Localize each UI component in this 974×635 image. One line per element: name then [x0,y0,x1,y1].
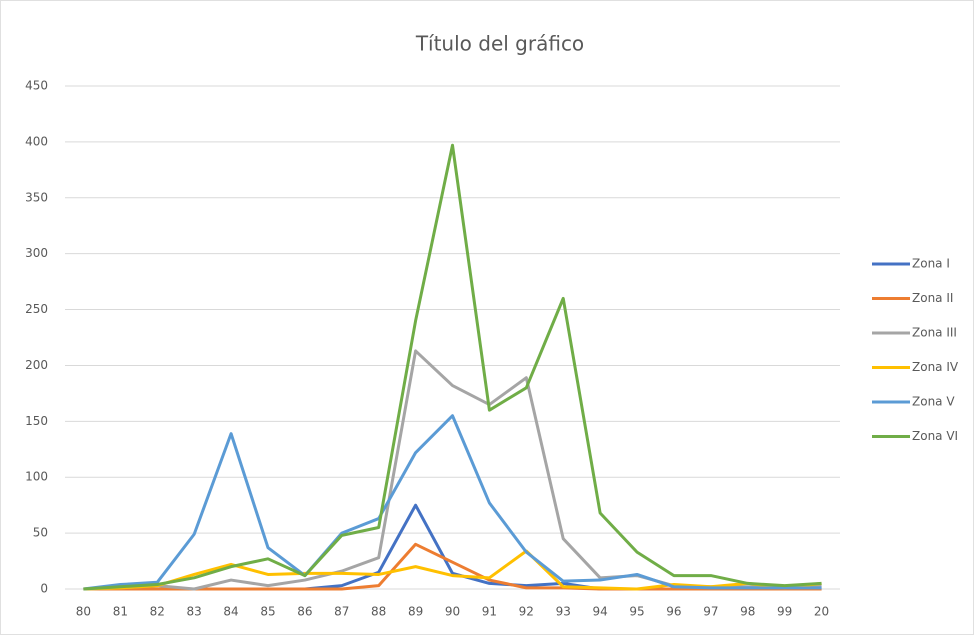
legend-label: Zona V [912,395,955,409]
legend-label: Zona IV [912,360,959,374]
legend-label: Zona III [912,326,957,340]
x-tick-label: 91 [482,605,497,619]
chart-title: Título del gráfico [415,32,584,56]
x-tick-label: 20 [814,605,829,619]
y-tick-label: 250 [25,302,48,316]
x-tick-label: 98 [740,605,755,619]
x-tick-label: 89 [408,605,423,619]
y-tick-label: 100 [25,470,48,484]
y-tick-label: 300 [25,246,48,260]
x-tick-label: 87 [334,605,349,619]
x-tick-label: 85 [260,605,275,619]
x-tick-label: 97 [703,605,718,619]
legend-label: Zona VI [912,429,958,443]
x-tick-label: 96 [666,605,681,619]
series-line [83,143,822,591]
x-tick-label: 92 [519,605,534,619]
x-tick-label: 86 [297,605,312,619]
y-tick-label: 200 [25,358,48,372]
x-tick-label: 82 [150,605,165,619]
x-tick-label: 81 [113,605,128,619]
x-tick-label: 83 [187,605,202,619]
legend-label: Zona II [912,291,953,305]
x-tick-label: 90 [445,605,460,619]
y-tick-label: 150 [25,414,48,428]
y-tick-label: 400 [25,134,48,148]
x-tick-label: 84 [223,605,238,619]
x-tick-label: 99 [777,605,792,619]
x-tick-label: 93 [556,605,571,619]
y-tick-label: 450 [25,79,48,93]
x-tick-label: 95 [629,605,644,619]
y-tick-label: 0 [40,582,48,596]
y-tick-label: 50 [33,526,48,540]
x-tick-label: 88 [371,605,386,619]
x-tick-label: 80 [76,605,91,619]
series-line [83,414,822,591]
x-tick-label: 94 [592,605,607,619]
legend-label: Zona I [912,257,950,271]
y-tick-label: 350 [25,190,48,204]
